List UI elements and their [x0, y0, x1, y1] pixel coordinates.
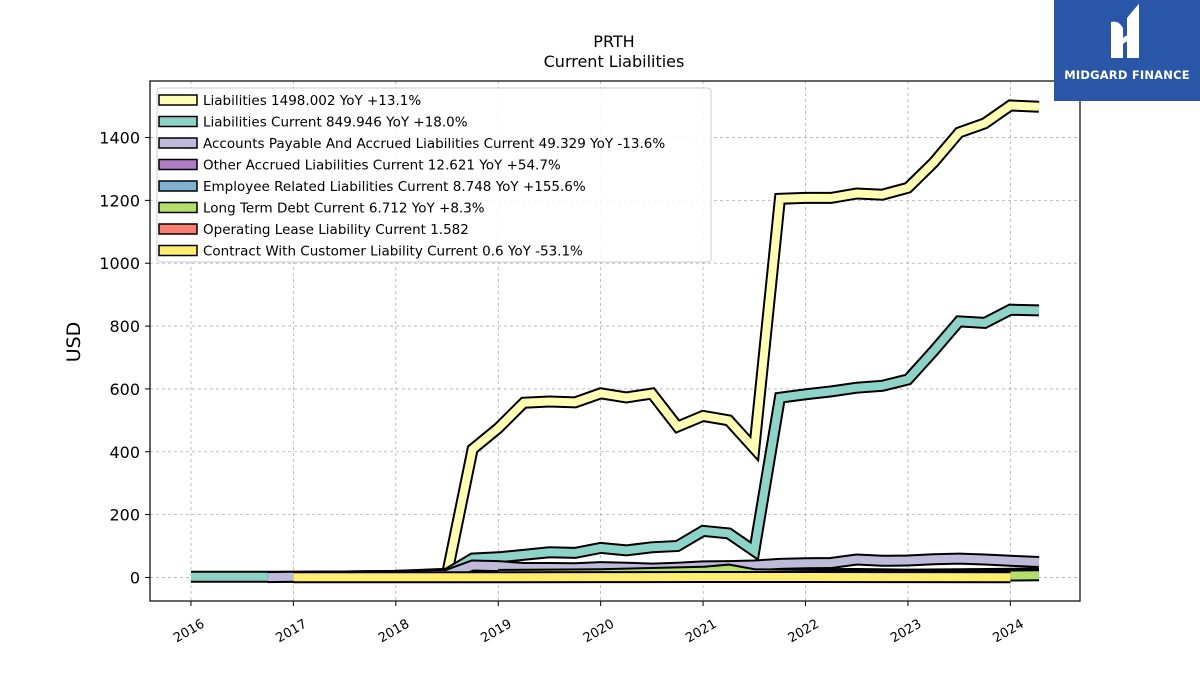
- x-tick-label: 2023: [888, 617, 924, 647]
- x-tick-label: 2022: [786, 617, 822, 647]
- x-axis: 2016 2017 2018 2019 2020 2021 2022 2023 2024: [171, 601, 1027, 646]
- legend: Liabilities 1498.002 YoY +13.1% Liabiliti…: [156, 87, 712, 263]
- series-stroke: [443, 101, 1040, 576]
- legend-entry: Long Term Debt Current 6.712 YoY +8.3%: [203, 201, 485, 217]
- legend-entry: Operating Lease Liability Current 1.582: [203, 222, 469, 238]
- y-tick-label: 400: [109, 443, 140, 462]
- y-tick-label: 0: [130, 568, 140, 587]
- series-stroke: [191, 305, 1040, 581]
- legend-swatch: [158, 137, 198, 149]
- legend-swatch: [158, 115, 198, 128]
- brand-logo: MIDGARD FINANCE: [1054, 0, 1200, 101]
- y-tick-label: 1000: [99, 254, 140, 273]
- chart-title: PRTH: [593, 32, 634, 51]
- legend-entry: Liabilities 1498.002 YoY +13.1%: [203, 93, 421, 109]
- legend-box: [156, 87, 712, 263]
- series-line-0: [441, 99, 1040, 576]
- y-tick-label: 1200: [99, 191, 140, 210]
- x-tick-label: 2024: [991, 617, 1027, 647]
- x-tick-label: 2017: [274, 617, 310, 647]
- y-tick-label: 800: [109, 317, 140, 336]
- legend-swatch: [158, 180, 198, 192]
- x-tick-label: 2021: [683, 617, 719, 647]
- brand-name: MIDGARD FINANCE: [1064, 68, 1190, 82]
- legend-swatch: [158, 201, 198, 214]
- x-tick-label: 2020: [581, 617, 617, 647]
- y-tick-label: 200: [109, 506, 140, 525]
- grid: [150, 81, 1080, 601]
- x-tick-label: 2019: [478, 617, 514, 647]
- x-tick-label: 2016: [171, 617, 207, 647]
- y-tick-label: 600: [109, 380, 140, 399]
- y-tick-label: 1400: [99, 129, 140, 148]
- legend-entry: Contract With Customer Liability Current…: [203, 244, 583, 260]
- x-tick-label: 2018: [376, 617, 412, 647]
- legend-swatch: [158, 158, 198, 171]
- legend-entry: Other Accrued Liabilities Current 12.621…: [203, 158, 561, 174]
- series-lines: [191, 99, 1040, 584]
- legend-swatch: [158, 244, 198, 257]
- legend-entry: Accounts Payable And Accrued Liabilities…: [203, 136, 665, 152]
- legend-swatch: [158, 223, 198, 235]
- series-line-1: [191, 303, 1040, 583]
- midgard-logo-icon: [1111, 4, 1139, 59]
- legend-entry: Employee Related Liabilities Current 8.7…: [203, 179, 586, 195]
- y-axis: 0 200 400 600 800 1000 1200 1400: [99, 129, 150, 587]
- chart-subtitle: Current Liabilities: [544, 52, 685, 71]
- legend-swatch: [158, 94, 198, 106]
- series-outline: [191, 303, 1040, 583]
- plot-frame: [149, 80, 1081, 602]
- y-axis-label: USD: [63, 322, 85, 363]
- legend-entry: Liabilities Current 849.946 YoY +18.0%: [203, 115, 468, 131]
